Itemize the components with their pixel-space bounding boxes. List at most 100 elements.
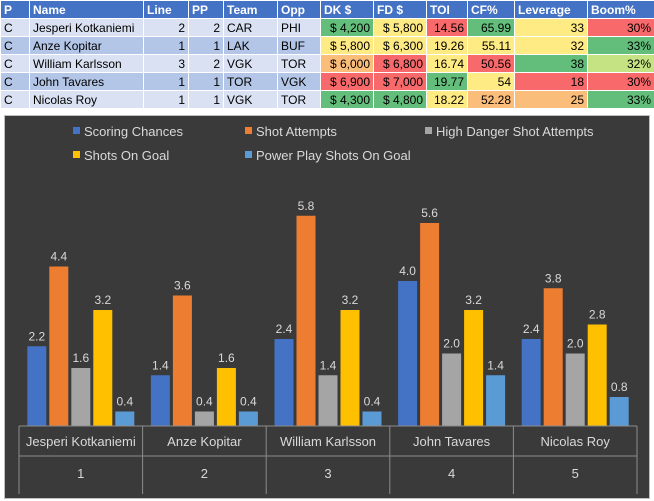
cell-pp: 1 [188, 90, 224, 109]
bar [150, 375, 170, 426]
data-label: 2.4 [276, 322, 293, 336]
cell-fd: $ 6,300 [373, 36, 427, 55]
col-header-fd: FD $ [373, 0, 427, 19]
cell-team: TOR [223, 72, 278, 91]
table-header-row: P Name Line PP Team Opp DK $ FD $ TOI CF… [0, 0, 654, 19]
data-label: 0.4 [364, 395, 381, 409]
col-header-cf: CF% [467, 0, 515, 19]
data-label: 2.0 [567, 337, 584, 351]
bar [93, 310, 113, 426]
bar [464, 310, 484, 426]
cell-boom: 32% [587, 54, 654, 73]
data-label: 1.6 [218, 351, 235, 365]
legend-label: Shot Attempts [256, 124, 337, 139]
col-header-line: Line [143, 0, 189, 19]
col-header-team: Team [223, 0, 278, 19]
data-label: 2.4 [523, 322, 540, 336]
category-number: 2 [201, 466, 208, 481]
data-label: 0.4 [196, 395, 213, 409]
legend-label: Power Play Shots On Goal [256, 148, 411, 163]
cell-team: CAR [223, 18, 278, 37]
bar [543, 288, 563, 426]
cell-toi: 19.26 [426, 36, 468, 55]
bar [238, 411, 258, 426]
cell-name: Anze Kopitar [29, 36, 144, 55]
cell-pp: 1 [188, 36, 224, 55]
data-label: 5.6 [421, 206, 438, 220]
legend-label: High Danger Shot Attempts [436, 124, 594, 139]
cell-p: C [0, 18, 30, 37]
data-label: 3.2 [342, 293, 359, 307]
cell-dk: $ 6,900 [320, 72, 374, 91]
cell-fd: $ 5,800 [373, 18, 427, 37]
cell-pp: 2 [188, 54, 224, 73]
cell-toi: 19.77 [426, 72, 468, 91]
cell-p: C [0, 72, 30, 91]
category-label: Anze Kopitar [167, 434, 242, 449]
cell-pp: 1 [188, 72, 224, 91]
category-number: 3 [324, 466, 331, 481]
cell-fd: $ 7,000 [373, 72, 427, 91]
cell-leverage: 32 [514, 36, 588, 55]
data-label: 1.4 [487, 358, 504, 372]
cell-cf: 52.28 [467, 90, 515, 109]
table-row: C Anze Kopitar 1 1 LAK BUF $ 5,800 $ 6,300 19.26… [0, 36, 654, 55]
data-label: 5.8 [298, 199, 315, 213]
category-number: 5 [572, 466, 579, 481]
table-row: C William Karlsson 3 2 VGK TOR $ 6,000 $ 6,800 1… [0, 54, 654, 73]
data-label: 2.2 [28, 329, 45, 343]
category-label: Nicolas Roy [541, 434, 611, 449]
bar [362, 411, 382, 426]
bar [216, 368, 236, 426]
bar [442, 353, 462, 426]
bar [318, 375, 338, 426]
bar [587, 324, 607, 426]
cell-line: 1 [143, 90, 189, 109]
col-header-opp: Opp [277, 0, 321, 19]
player-table: P Name Line PP Team Opp DK $ FD $ TOI CF… [0, 0, 654, 109]
bar [49, 266, 69, 426]
cell-name: John Tavares [29, 72, 144, 91]
cell-team: LAK [223, 36, 278, 55]
table-row: C John Tavares 1 1 TOR VGK $ 6,900 $ 7,000 19.77… [0, 72, 654, 91]
col-header-toi: TOI [426, 0, 468, 19]
cell-line: 1 [143, 72, 189, 91]
cell-line: 2 [143, 18, 189, 37]
bar [274, 339, 294, 426]
cell-name: Nicolas Roy [29, 90, 144, 109]
cell-team: VGK [223, 54, 278, 73]
bar [609, 397, 629, 426]
bar [521, 339, 541, 426]
cell-opp: TOR [277, 54, 321, 73]
bar [340, 310, 360, 426]
cell-opp: PHI [277, 18, 321, 37]
cell-opp: BUF [277, 36, 321, 55]
cell-p: C [0, 36, 30, 55]
cell-cf: 65.99 [467, 18, 515, 37]
cell-name: William Karlsson [29, 54, 144, 73]
cell-fd: $ 6,800 [373, 54, 427, 73]
data-label: 3.6 [174, 279, 191, 293]
cell-fd: $ 4,800 [373, 90, 427, 109]
cell-boom: 30% [587, 72, 654, 91]
cell-line: 3 [143, 54, 189, 73]
data-label: 2.8 [589, 308, 606, 322]
data-label: 0.8 [611, 380, 628, 394]
cell-cf: 54 [467, 72, 515, 91]
cell-leverage: 33 [514, 18, 588, 37]
bar [27, 346, 47, 426]
legend-label: Scoring Chances [84, 124, 183, 139]
cell-cf: 50.56 [467, 54, 515, 73]
cell-leverage: 18 [514, 72, 588, 91]
col-header-boom: Boom% [587, 0, 654, 19]
col-header-pp: PP [188, 0, 224, 19]
legend-swatch [73, 127, 80, 134]
category-number: 1 [77, 466, 84, 481]
data-label: 1.4 [320, 358, 337, 372]
chart-canvas: Scoring Chances Shot Attempts High Danger … [18, 124, 638, 494]
col-header-name: Name [29, 0, 144, 19]
legend-swatch [73, 151, 80, 158]
data-label: 3.2 [94, 293, 111, 307]
cell-cf: 55.11 [467, 36, 515, 55]
col-header-p: P [0, 0, 30, 19]
